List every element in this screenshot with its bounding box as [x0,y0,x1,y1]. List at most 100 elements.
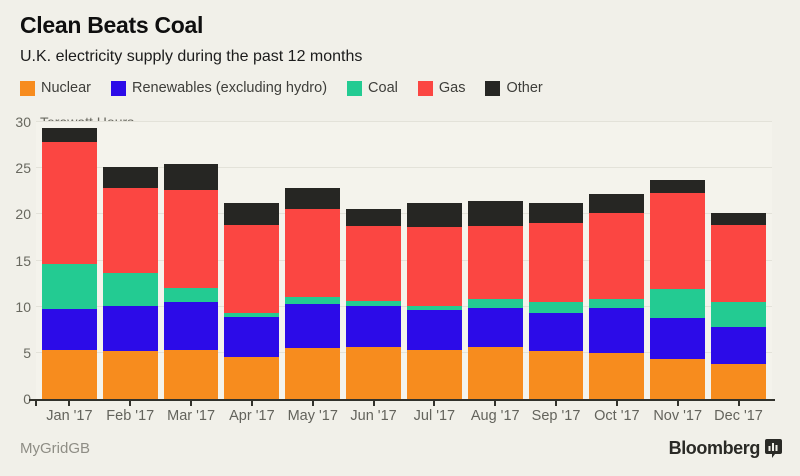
legend-label: Renewables (excluding hydro) [131,80,328,96]
x-tick-label: Sep '17 [531,408,581,424]
plot-area [36,121,772,399]
bar-segment-other [163,163,219,191]
page-subtitle: U.K. electricity supply during the past … [20,48,363,65]
bar-apr [224,122,280,399]
bar-segment-coal [102,272,158,306]
gridline-15 [36,259,772,261]
x-axis-tick [311,401,314,406]
y-tick-label-25: 25 [15,160,31,177]
y-tick-label-10: 10 [15,298,31,315]
chart-legend: Nuclear Renewables (excluding hydro) Coal G… [20,80,543,96]
legend-label: Gas [438,80,466,96]
x-axis-line [29,399,775,401]
bar-segment-coal [163,288,219,303]
legend-label: Coal [368,80,398,96]
bar-segment-nuclear [528,351,584,399]
bar-segment-other [711,212,766,225]
bar-segment-coal [650,289,706,318]
legend-item-renewables: Renewables (excluding hydro) [110,80,328,96]
y-tick-label-30: 30 [15,114,31,130]
bar-segment-other [406,203,462,228]
x-tick-label: May '17 [287,408,338,424]
x-tick-label: Mar '17 [167,408,216,424]
y-tick-label-0: 0 [23,391,31,407]
bar-oct [589,122,645,399]
bar-segment-other [346,208,401,227]
bar-segment-gas [589,212,645,300]
x-axis-tick [494,401,497,406]
bar-jul [406,122,462,399]
bar-series-container [36,122,772,399]
bar-segment-nuclear [224,357,280,399]
bar-mar [163,122,219,399]
y-axis: 0 5 10 15 20 25 30 [0,114,31,407]
legend-item-coal: Coal [347,80,398,96]
bloomberg-terminal-icon [765,439,782,458]
bar-segment-coal [42,264,97,309]
x-axis-cell: Jun '17 [346,401,401,424]
bar-segment-coal [285,297,341,304]
x-axis-cell: Mar '17 [164,401,219,424]
bar-segment-gas [346,226,401,302]
gridline-5 [36,351,772,353]
x-axis-tick [676,401,679,406]
bar-segment-renewables [346,305,401,348]
bar-segment-nuclear [467,347,523,399]
gridline-20 [36,213,772,215]
bar-segment-coal [467,299,523,308]
bar-segment-nuclear [163,350,219,399]
bar-segment-nuclear [346,347,401,399]
x-axis-tick [250,401,253,406]
x-axis-tick [129,401,132,406]
x-axis-tick [433,401,436,406]
x-axis-cell: Apr '17 [224,401,279,424]
x-tick-label: Apr '17 [229,408,275,424]
bar-segment-renewables [467,307,523,348]
gridline-25 [36,167,772,169]
bloomberg-wordmark: Bloomberg [668,438,761,458]
bloomberg-brand: Bloomberg [669,438,782,459]
bar-segment-gas [650,193,706,290]
bar-dec [711,122,766,399]
bar-segment-gas [102,187,158,273]
bar-segment-gas [528,222,584,303]
x-axis-cell: Oct '17 [589,401,644,424]
x-axis-cell: Dec '17 [711,401,766,424]
x-tick-label: Aug '17 [470,408,520,424]
bar-segment-renewables [528,313,584,351]
y-tick-label-15: 15 [15,252,31,269]
x-axis-cell: Sep '17 [529,401,584,424]
bar-segment-coal [528,302,584,314]
legend-swatch [20,80,35,96]
gridline-10 [36,305,772,307]
bar-segment-other [528,203,584,223]
x-axis-tick [737,401,740,406]
x-tick-label: Dec '17 [714,408,763,424]
bar-segment-gas [467,226,523,300]
bar-segment-coal [406,305,462,311]
bar-segment-other [650,180,706,194]
bar-segment-other [285,187,341,209]
y-tick-label-5: 5 [23,344,31,361]
legend-swatch [110,80,126,96]
x-axis-cell: May '17 [285,401,340,424]
x-axis-cell: Nov '17 [650,401,705,424]
bar-segment-nuclear [102,351,158,399]
bar-segment-renewables [163,302,219,351]
bar-sep [528,122,584,399]
bar-jun [346,122,401,399]
legend-swatch [347,80,363,96]
legend-item-gas: Gas [417,80,466,96]
bar-segment-other [467,201,523,227]
bar-segment-renewables [650,317,706,360]
bar-segment-nuclear [711,363,766,399]
bar-segment-gas [224,225,280,314]
legend-swatch [485,80,501,96]
bar-segment-gas [163,190,219,289]
gridline-30 [36,121,772,122]
legend-item-other: Other [485,80,543,96]
x-axis-cell: Jan '17 [42,401,97,424]
x-axis-tick [615,401,618,406]
bar-segment-nuclear [406,350,462,399]
bar-segment-other [42,127,97,143]
